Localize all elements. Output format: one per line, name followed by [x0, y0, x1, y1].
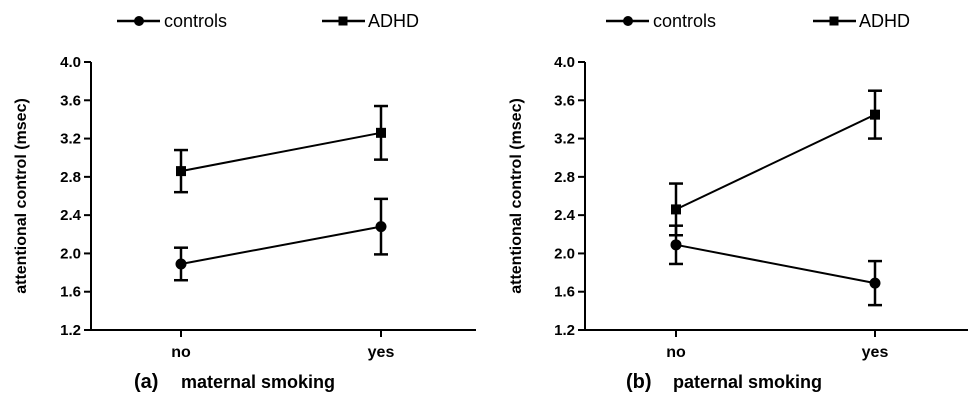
y-tick-label: 4.0: [60, 54, 81, 71]
legend-item-adhd: ADHD: [813, 11, 910, 31]
series-layer: [174, 104, 388, 282]
series-layer: [669, 89, 882, 307]
series-line-adhd: [675, 113, 876, 211]
y-tick-label: 2.0: [554, 245, 575, 262]
series-line-adhd: [180, 131, 382, 173]
panel-label: (b): [626, 371, 652, 393]
x-ticks: no yes: [666, 330, 888, 361]
x-tick-label-no: no: [666, 344, 686, 361]
legend-label-controls: controls: [653, 11, 716, 31]
y-ticks: 1.2 1.6 2.0 2.4 2.8 3.2 3.6 4.0: [554, 54, 585, 339]
data-point-adhd: [870, 109, 880, 120]
legend-item-adhd: ADHD: [322, 11, 419, 31]
y-tick-label: 3.6: [554, 92, 575, 109]
y-tick-label: 2.4: [554, 207, 576, 224]
legend-item-controls: controls: [117, 11, 227, 31]
data-point-controls: [175, 258, 187, 270]
legend: controls ADHD: [117, 11, 419, 31]
x-tick-label-yes: yes: [862, 344, 889, 361]
legend: controls ADHD: [606, 11, 910, 31]
data-point-adhd: [671, 204, 681, 215]
y-tick-label: 1.6: [554, 284, 575, 301]
data-point-controls: [375, 221, 387, 233]
data-point-controls: [869, 277, 881, 289]
y-tick-label: 1.6: [60, 284, 81, 301]
data-point-adhd: [176, 166, 186, 177]
circle-marker-icon: [623, 16, 633, 26]
chart-panel-a: controls ADHD 1.2 1.6 2.0 2.4 2.8 3.2 3.6 4.0 n…: [13, 11, 476, 393]
x-axis-label: maternal smoking: [181, 372, 335, 392]
data-point-controls: [670, 239, 682, 251]
legend-item-controls: controls: [606, 11, 716, 31]
y-tick-label: 2.4: [60, 207, 82, 224]
legend-label-adhd: ADHD: [368, 11, 419, 31]
y-tick-label: 1.2: [60, 322, 81, 339]
x-tick-label-no: no: [171, 344, 191, 361]
legend-label-adhd: ADHD: [859, 11, 910, 31]
y-tick-label: 4.0: [554, 54, 575, 71]
y-axis-label: attentional control (msec): [508, 98, 525, 294]
square-marker-icon: [338, 16, 348, 26]
data-point-adhd: [376, 127, 386, 138]
panel-label: (a): [134, 371, 158, 393]
series-line-controls: [180, 225, 382, 265]
square-marker-icon: [829, 16, 839, 26]
y-tick-label: 3.2: [554, 131, 575, 148]
y-tick-label: 3.6: [60, 92, 81, 109]
y-tick-label: 2.8: [60, 169, 81, 186]
chart-panel-b: controls ADHD 1.2 1.6 2.0 2.4 2.8 3.2 3.6 4.0 n…: [508, 11, 968, 393]
y-tick-label: 3.2: [60, 131, 81, 148]
y-tick-label: 2.0: [60, 245, 81, 262]
y-axis-label: attentional control (msec): [13, 98, 30, 294]
x-ticks: no yes: [171, 330, 394, 361]
series-line-controls: [675, 243, 876, 285]
y-tick-label: 2.8: [554, 169, 575, 186]
legend-label-controls: controls: [164, 11, 227, 31]
x-axis-label: paternal smoking: [673, 372, 822, 392]
y-tick-label: 1.2: [554, 322, 575, 339]
x-tick-label-yes: yes: [368, 344, 395, 361]
y-ticks: 1.2 1.6 2.0 2.4 2.8 3.2 3.6 4.0: [60, 54, 91, 339]
circle-marker-icon: [134, 16, 144, 26]
